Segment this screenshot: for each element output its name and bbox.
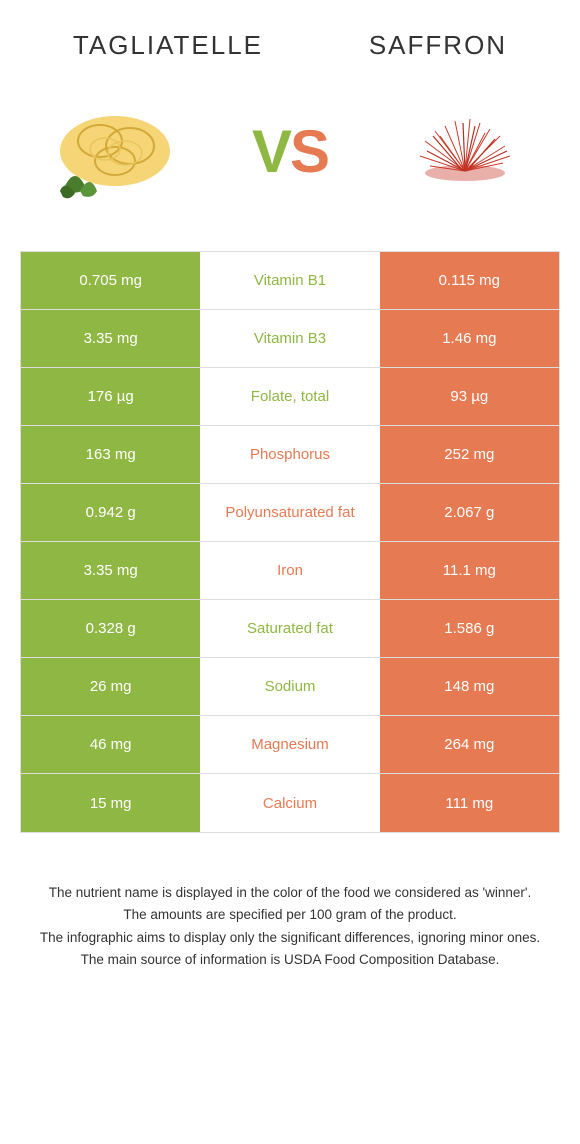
right-food-title: Saffron: [369, 30, 507, 61]
nutrient-label: Calcium: [200, 774, 379, 832]
nutrient-label: Polyunsaturated fat: [200, 484, 379, 541]
left-value: 15 mg: [21, 774, 200, 832]
right-value: 11.1 mg: [380, 542, 559, 599]
tagliatelle-image: [30, 86, 200, 216]
nutrient-label: Sodium: [200, 658, 379, 715]
table-row: 0.942 gPolyunsaturated fat2.067 g: [21, 484, 559, 542]
left-value: 176 µg: [21, 368, 200, 425]
footer-line-4: The main source of information is USDA F…: [30, 950, 550, 970]
left-food-title: Tagliatelle: [73, 30, 263, 61]
nutrient-label: Saturated fat: [200, 600, 379, 657]
table-row: 26 mgSodium148 mg: [21, 658, 559, 716]
header: Tagliatelle Saffron: [20, 30, 560, 61]
vs-s-letter: S: [290, 118, 328, 185]
left-value: 46 mg: [21, 716, 200, 773]
table-row: 176 µgFolate, total93 µg: [21, 368, 559, 426]
saffron-image: [380, 86, 550, 216]
images-row: VS: [20, 86, 560, 216]
footer-notes: The nutrient name is displayed in the co…: [20, 883, 560, 970]
left-value: 0.705 mg: [21, 252, 200, 309]
table-row: 3.35 mgIron11.1 mg: [21, 542, 559, 600]
left-value: 0.328 g: [21, 600, 200, 657]
right-value: 252 mg: [380, 426, 559, 483]
footer-line-2: The amounts are specified per 100 gram o…: [30, 905, 550, 925]
left-value: 3.35 mg: [21, 310, 200, 367]
right-value: 264 mg: [380, 716, 559, 773]
vs-label: VS: [252, 117, 328, 186]
right-value: 1.46 mg: [380, 310, 559, 367]
nutrient-label: Magnesium: [200, 716, 379, 773]
table-row: 163 mgPhosphorus252 mg: [21, 426, 559, 484]
left-value: 26 mg: [21, 658, 200, 715]
table-row: 3.35 mgVitamin B31.46 mg: [21, 310, 559, 368]
nutrient-label: Phosphorus: [200, 426, 379, 483]
nutrient-label: Folate, total: [200, 368, 379, 425]
right-value: 2.067 g: [380, 484, 559, 541]
table-row: 15 mgCalcium111 mg: [21, 774, 559, 832]
table-row: 0.705 mgVitamin B10.115 mg: [21, 252, 559, 310]
right-value: 1.586 g: [380, 600, 559, 657]
table-row: 46 mgMagnesium264 mg: [21, 716, 559, 774]
nutrient-label: Vitamin B1: [200, 252, 379, 309]
left-value: 3.35 mg: [21, 542, 200, 599]
table-row: 0.328 gSaturated fat1.586 g: [21, 600, 559, 658]
nutrient-label: Vitamin B3: [200, 310, 379, 367]
right-value: 148 mg: [380, 658, 559, 715]
footer-line-1: The nutrient name is displayed in the co…: [30, 883, 550, 903]
footer-line-3: The infographic aims to display only the…: [30, 928, 550, 948]
left-value: 0.942 g: [21, 484, 200, 541]
nutrient-label: Iron: [200, 542, 379, 599]
right-value: 111 mg: [380, 774, 559, 832]
vs-v-letter: V: [252, 118, 290, 185]
left-value: 163 mg: [21, 426, 200, 483]
right-value: 0.115 mg: [380, 252, 559, 309]
comparison-table: 0.705 mgVitamin B10.115 mg3.35 mgVitamin…: [20, 251, 560, 833]
right-value: 93 µg: [380, 368, 559, 425]
